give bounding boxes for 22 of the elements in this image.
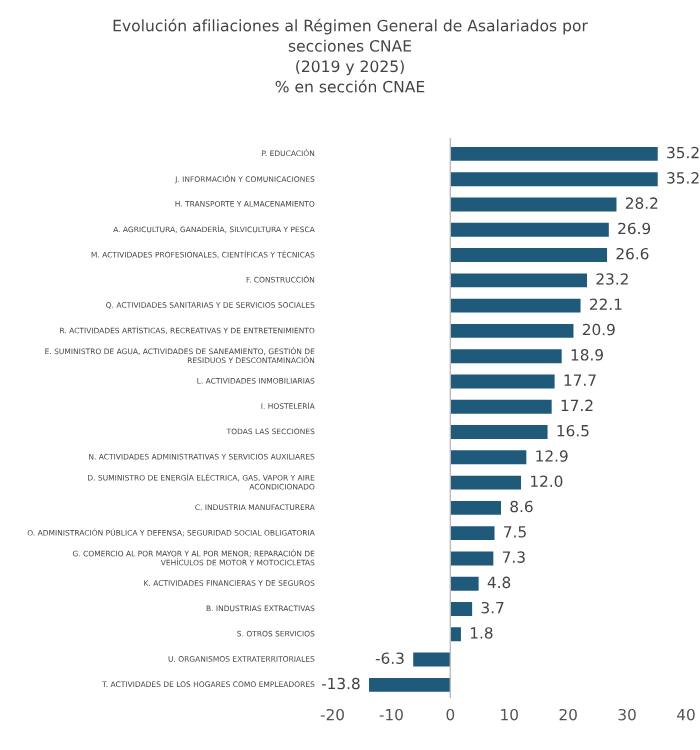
bar [450, 197, 617, 212]
bar [450, 602, 473, 616]
bar [369, 677, 451, 692]
bar [450, 298, 581, 313]
bar [450, 450, 527, 465]
bar [450, 627, 461, 642]
bar [450, 576, 479, 591]
bar [450, 323, 574, 338]
bar [450, 273, 588, 288]
bar [450, 526, 495, 541]
bar [450, 349, 562, 364]
bar [450, 146, 658, 161]
bar [450, 425, 548, 439]
bar [450, 374, 555, 389]
bar [413, 652, 451, 667]
bar [450, 399, 552, 414]
bar [450, 248, 608, 262]
bar [450, 222, 609, 237]
bar [450, 500, 501, 515]
bar [450, 475, 522, 490]
bar [450, 172, 658, 187]
bar [450, 551, 494, 566]
